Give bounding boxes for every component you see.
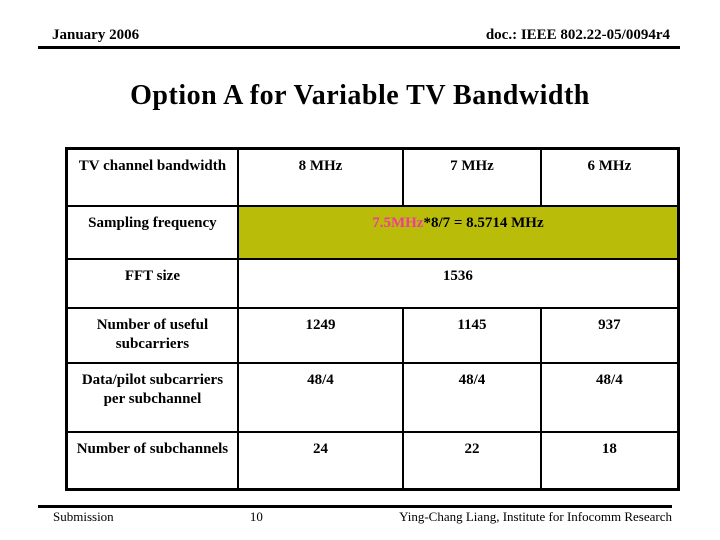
table-row-number-of-subchannels: Number of subchannels 24 22 18: [65, 431, 680, 491]
row-label: Sampling frequency: [65, 205, 239, 260]
highlighted-merged-cell: 7.5MHz*8/7 = 8.5714 MHz: [236, 205, 680, 260]
formula-rest: *8/7 = 8.5714 MHz: [423, 215, 544, 231]
header-date: January 2006: [52, 27, 140, 43]
table-row-data-pilot-subcarriers: Data/pilot subcarriers per subchannel 48…: [65, 362, 680, 433]
slide-header: January 2006 doc.: IEEE 802.22-05/0094r4: [38, 27, 680, 49]
row-label: Number of useful subcarriers: [65, 307, 239, 364]
header-doc-number: doc.: IEEE 802.22-05/0094r4: [485, 27, 670, 43]
row-label: Number of subchannels: [65, 431, 239, 491]
row-label: TV channel bandwidth: [65, 147, 239, 207]
parameters-table: TV channel bandwidth 8 MHz 7 MHz 6 MHz S…: [65, 147, 680, 491]
slide-title: Option A for Variable TV Bandwidth: [130, 80, 590, 111]
table-cell: 7 MHz: [402, 147, 542, 207]
table-cell: 1249: [236, 307, 405, 364]
footer-author: Ying-Chang Liang, Institute for Infocomm…: [399, 509, 672, 524]
table-row-tv-channel-bandwidth: TV channel bandwidth 8 MHz 7 MHz 6 MHz: [65, 147, 680, 207]
table-cell: 48/4: [236, 362, 405, 433]
table-cell: 22: [402, 431, 542, 491]
table-row-useful-subcarriers: Number of useful subcarriers 1249 1145 9…: [65, 307, 680, 364]
table-cell: 18: [539, 431, 680, 491]
table-cell: 937: [539, 307, 680, 364]
highlighted-value: 7.5MHz: [372, 215, 424, 231]
footer-submission-label: Submission: [53, 509, 114, 524]
table-cell: 24: [236, 431, 405, 491]
merged-cell: 1536: [236, 258, 680, 309]
table-cell: 6 MHz: [539, 147, 680, 207]
row-label: FFT size: [65, 258, 239, 309]
slide-footer: Submission 10 Ying-Chang Liang, Institut…: [38, 505, 672, 525]
footer-page-number: 10: [249, 509, 263, 524]
table-cell: 1145: [402, 307, 542, 364]
table-cell: 48/4: [539, 362, 680, 433]
table-cell: 8 MHz: [236, 147, 405, 207]
row-label: Data/pilot subcarriers per subchannel: [65, 362, 239, 433]
table-row-sampling-frequency: Sampling frequency 7.5MHz*8/7 = 8.5714 M…: [65, 205, 680, 260]
table-row-fft-size: FFT size 1536: [65, 258, 680, 309]
table-cell: 48/4: [402, 362, 542, 433]
